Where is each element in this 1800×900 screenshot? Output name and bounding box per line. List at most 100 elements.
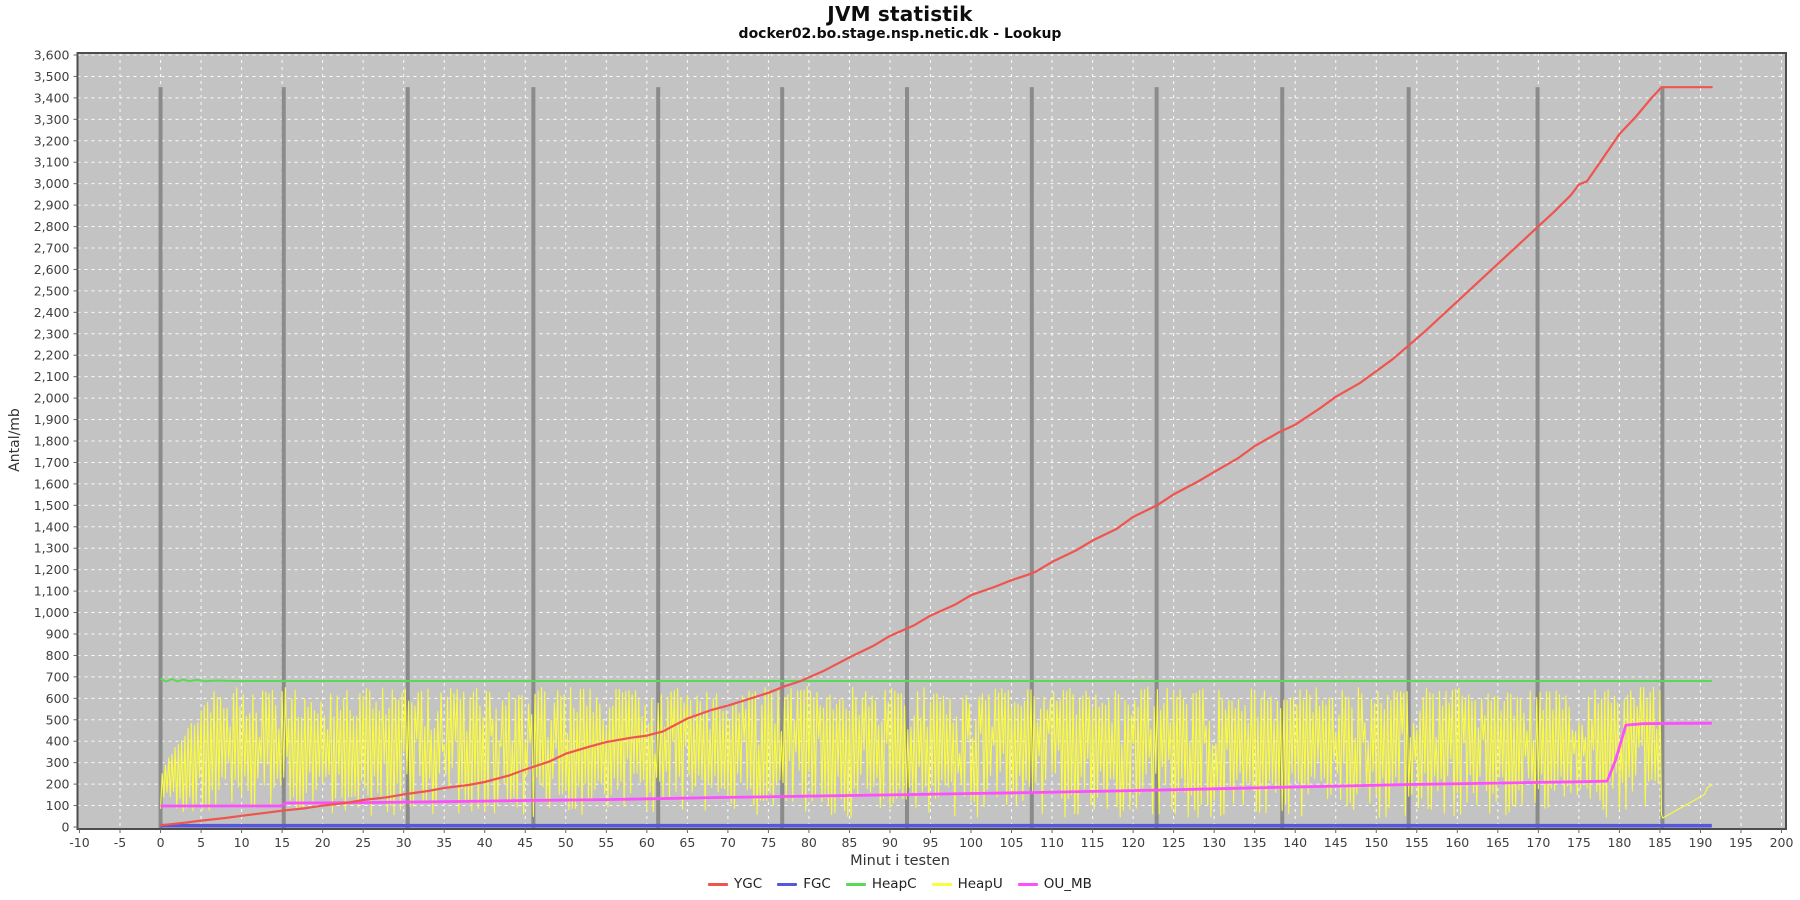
- svg-text:2,800: 2,800: [34, 219, 70, 234]
- svg-text:1,200: 1,200: [34, 562, 70, 577]
- svg-text:2,600: 2,600: [34, 262, 70, 277]
- svg-text:3,400: 3,400: [34, 90, 70, 105]
- svg-text:3,100: 3,100: [34, 155, 70, 170]
- svg-text:95: 95: [923, 835, 939, 850]
- svg-text:115: 115: [1081, 835, 1105, 850]
- svg-text:55: 55: [598, 835, 614, 850]
- svg-text:145: 145: [1324, 835, 1348, 850]
- svg-text:2,100: 2,100: [34, 369, 70, 384]
- svg-text:-5: -5: [114, 835, 126, 850]
- svg-text:40: 40: [477, 835, 493, 850]
- svg-text:1,500: 1,500: [34, 498, 70, 513]
- svg-text:195: 195: [1729, 835, 1753, 850]
- svg-text:1,000: 1,000: [34, 605, 70, 620]
- svg-text:190: 190: [1689, 835, 1713, 850]
- svg-text:130: 130: [1202, 835, 1226, 850]
- svg-text:150: 150: [1364, 835, 1388, 850]
- x-axis-label: Minut i testen: [850, 853, 950, 869]
- svg-text:90: 90: [882, 835, 898, 850]
- legend-swatch-ygc: [708, 882, 729, 886]
- svg-text:135: 135: [1243, 835, 1267, 850]
- svg-text:2,200: 2,200: [34, 348, 70, 363]
- svg-text:100: 100: [959, 835, 983, 850]
- svg-text:5: 5: [197, 835, 205, 850]
- svg-text:1,900: 1,900: [34, 412, 70, 427]
- svg-text:800: 800: [46, 648, 70, 663]
- svg-text:45: 45: [517, 835, 533, 850]
- svg-text:100: 100: [46, 798, 70, 813]
- svg-text:1,300: 1,300: [34, 541, 70, 556]
- svg-text:75: 75: [760, 835, 776, 850]
- legend-swatch-fgc: [777, 882, 798, 886]
- svg-text:10: 10: [234, 835, 250, 850]
- svg-text:85: 85: [841, 835, 857, 850]
- svg-text:185: 185: [1648, 835, 1672, 850]
- legend-label-heapu: HeapU: [957, 876, 1003, 892]
- svg-text:1,100: 1,100: [34, 584, 70, 599]
- legend-item-heapu: HeapU: [931, 876, 1003, 892]
- legend-swatch-heapc: [845, 882, 866, 886]
- svg-text:0: 0: [62, 820, 70, 835]
- svg-text:60: 60: [639, 835, 655, 850]
- svg-text:2,700: 2,700: [34, 241, 70, 256]
- legend: YGC FGC HeapC HeapU OU_MB: [0, 876, 1800, 892]
- svg-text:120: 120: [1121, 835, 1145, 850]
- svg-text:175: 175: [1567, 835, 1591, 850]
- svg-text:30: 30: [396, 835, 412, 850]
- svg-text:180: 180: [1607, 835, 1631, 850]
- svg-text:300: 300: [46, 755, 70, 770]
- svg-text:2,300: 2,300: [34, 326, 70, 341]
- svg-text:15: 15: [274, 835, 290, 850]
- svg-text:165: 165: [1486, 835, 1510, 850]
- svg-text:900: 900: [46, 627, 70, 642]
- svg-text:125: 125: [1162, 835, 1186, 850]
- svg-text:170: 170: [1526, 835, 1550, 850]
- svg-text:20: 20: [315, 835, 331, 850]
- svg-text:3,000: 3,000: [34, 176, 70, 191]
- svg-text:1,600: 1,600: [34, 476, 70, 491]
- chart-subtitle: docker02.bo.stage.nsp.netic.dk - Lookup: [738, 26, 1062, 42]
- svg-text:500: 500: [46, 712, 70, 727]
- svg-text:110: 110: [1040, 835, 1064, 850]
- legend-label-ygc: YGC: [734, 876, 763, 892]
- svg-text:65: 65: [679, 835, 695, 850]
- y-axis-label: Antal/mb: [7, 408, 23, 472]
- svg-text:140: 140: [1283, 835, 1307, 850]
- svg-text:600: 600: [46, 691, 70, 706]
- svg-text:2,000: 2,000: [34, 391, 70, 406]
- svg-text:160: 160: [1445, 835, 1469, 850]
- svg-text:105: 105: [1000, 835, 1024, 850]
- svg-text:80: 80: [801, 835, 817, 850]
- legend-label-ou-mb: OU_MB: [1043, 876, 1092, 892]
- svg-text:1,700: 1,700: [34, 455, 70, 470]
- legend-label-heapc: HeapC: [871, 876, 917, 892]
- svg-text:35: 35: [436, 835, 452, 850]
- legend-label-fgc: FGC: [803, 876, 831, 892]
- svg-text:70: 70: [720, 835, 736, 850]
- legend-swatch-heapu: [931, 882, 952, 886]
- svg-text:-10: -10: [69, 835, 89, 850]
- svg-text:2,500: 2,500: [34, 283, 70, 298]
- legend-item-heapc: HeapC: [845, 876, 917, 892]
- svg-text:1,800: 1,800: [34, 434, 70, 449]
- svg-text:3,300: 3,300: [34, 112, 70, 127]
- svg-text:25: 25: [355, 835, 371, 850]
- legend-item-ygc: YGC: [708, 876, 762, 892]
- svg-text:2,400: 2,400: [34, 305, 70, 320]
- svg-text:200: 200: [1770, 835, 1794, 850]
- svg-text:1,400: 1,400: [34, 519, 70, 534]
- svg-text:700: 700: [46, 669, 70, 684]
- svg-text:400: 400: [46, 734, 70, 749]
- legend-swatch-ou-mb: [1017, 882, 1038, 886]
- svg-text:0: 0: [157, 835, 165, 850]
- svg-text:155: 155: [1405, 835, 1429, 850]
- svg-text:2,900: 2,900: [34, 198, 70, 213]
- legend-item-fgc: FGC: [777, 876, 831, 892]
- svg-text:50: 50: [558, 835, 574, 850]
- svg-text:3,600: 3,600: [34, 48, 70, 63]
- svg-text:200: 200: [46, 777, 70, 792]
- legend-item-ou-mb: OU_MB: [1017, 876, 1092, 892]
- svg-text:3,500: 3,500: [34, 69, 70, 84]
